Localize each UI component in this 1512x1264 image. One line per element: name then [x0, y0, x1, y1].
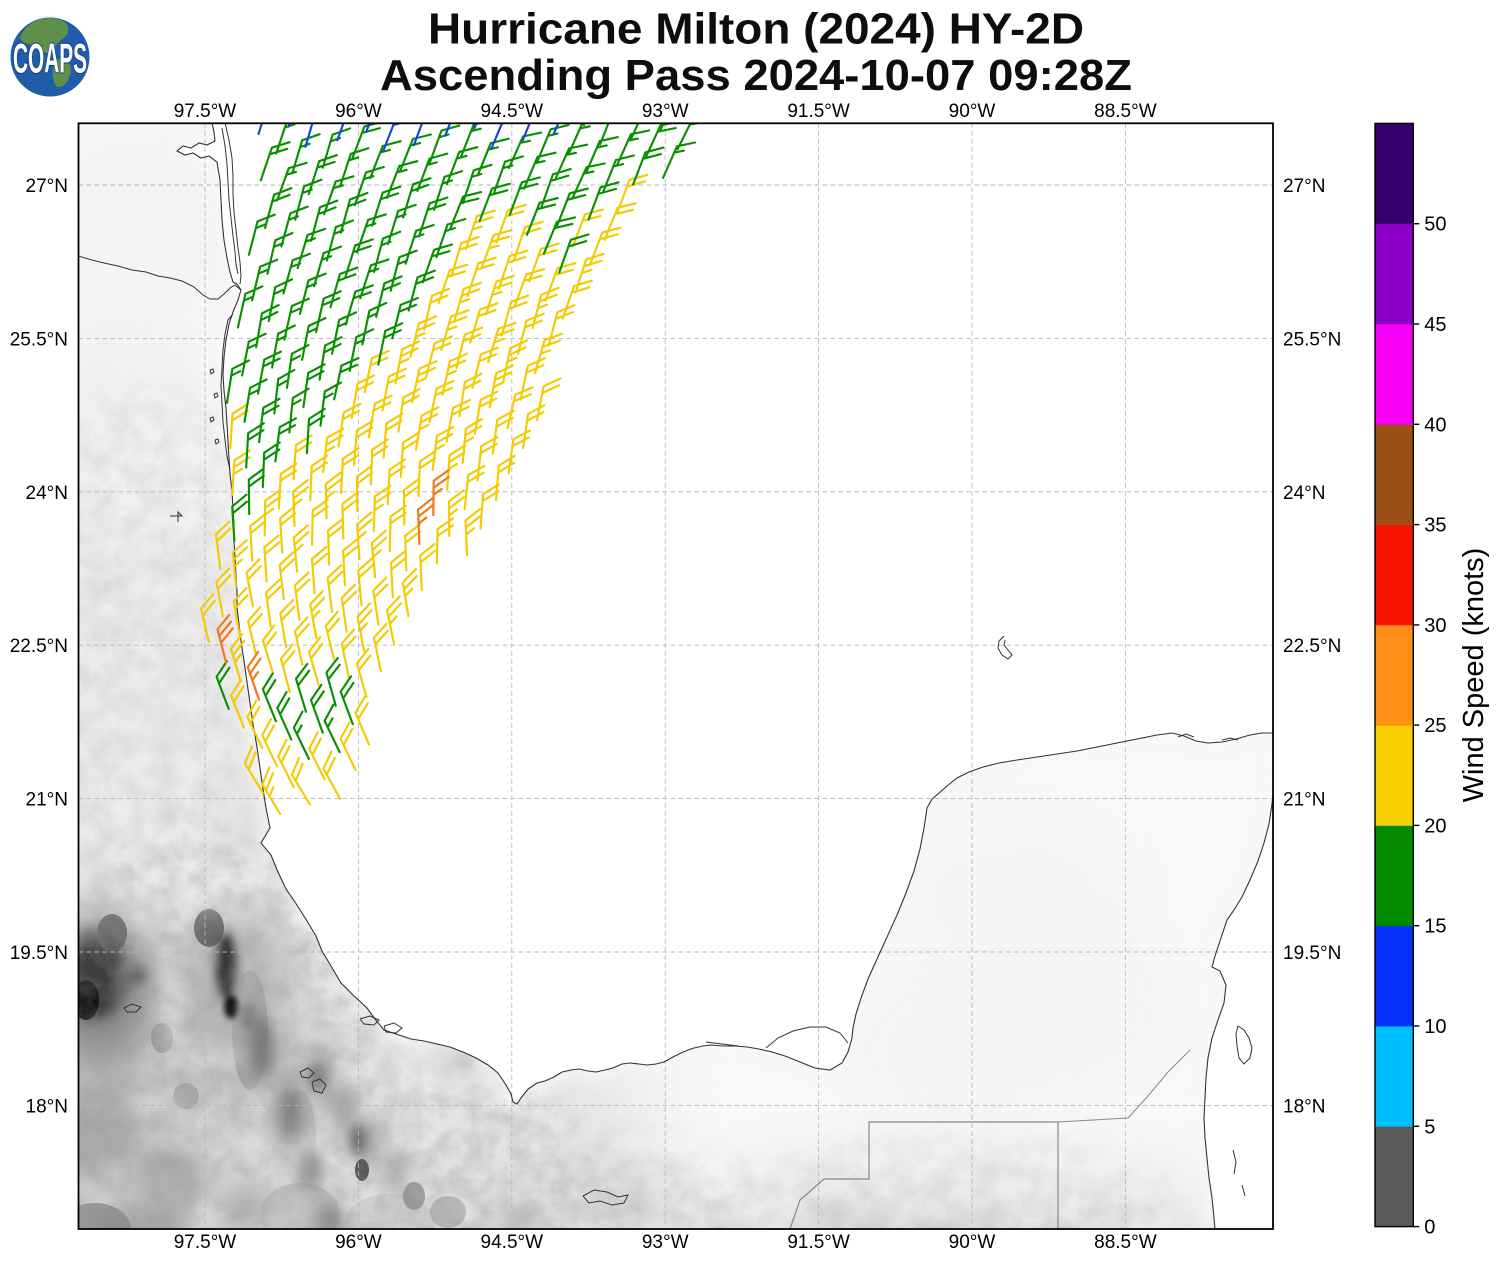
svg-text:25: 25 — [1424, 715, 1446, 737]
svg-text:Wind Speed (knots): Wind Speed (knots) — [1458, 548, 1490, 803]
svg-text:19.5°N: 19.5°N — [1283, 943, 1341, 964]
svg-text:30: 30 — [1424, 615, 1446, 637]
svg-text:50: 50 — [1424, 214, 1446, 236]
svg-text:97.5°W: 97.5°W — [174, 101, 237, 122]
svg-text:27°N: 27°N — [1283, 176, 1325, 197]
svg-text:35: 35 — [1424, 515, 1446, 537]
svg-text:27°N: 27°N — [26, 176, 68, 197]
svg-text:0: 0 — [1424, 1217, 1435, 1239]
svg-text:22.5°N: 22.5°N — [1283, 636, 1341, 657]
svg-text:25.5°N: 25.5°N — [1283, 329, 1341, 350]
svg-text:45: 45 — [1424, 314, 1446, 336]
svg-text:88.5°W: 88.5°W — [1094, 101, 1157, 122]
svg-text:40: 40 — [1424, 414, 1446, 436]
svg-text:20: 20 — [1424, 815, 1446, 837]
svg-text:93°W: 93°W — [642, 1232, 689, 1253]
svg-text:91.5°W: 91.5°W — [787, 101, 850, 122]
svg-text:24°N: 24°N — [1283, 483, 1325, 504]
svg-text:96°W: 96°W — [335, 101, 382, 122]
svg-text:10: 10 — [1424, 1016, 1446, 1038]
svg-text:Hurricane Milton (2024) HY-2D: Hurricane Milton (2024) HY-2D — [428, 5, 1084, 54]
svg-text:94.5°W: 94.5°W — [481, 1232, 544, 1253]
svg-text:24°N: 24°N — [26, 483, 68, 504]
svg-text:Ascending Pass 2024-10-07 09:2: Ascending Pass 2024-10-07 09:28Z — [380, 51, 1132, 100]
svg-text:97.5°W: 97.5°W — [174, 1232, 237, 1253]
svg-text:21°N: 21°N — [26, 790, 68, 811]
svg-text:25.5°N: 25.5°N — [10, 329, 68, 350]
svg-text:96°W: 96°W — [335, 1232, 382, 1253]
svg-text:94.5°W: 94.5°W — [481, 101, 544, 122]
svg-text:91.5°W: 91.5°W — [787, 1232, 850, 1253]
svg-text:19.5°N: 19.5°N — [10, 943, 68, 964]
svg-text:90°W: 90°W — [949, 101, 996, 122]
svg-text:93°W: 93°W — [642, 101, 689, 122]
svg-text:18°N: 18°N — [1283, 1096, 1325, 1117]
svg-text:22.5°N: 22.5°N — [10, 636, 68, 657]
svg-text:21°N: 21°N — [1283, 790, 1325, 811]
svg-text:88.5°W: 88.5°W — [1094, 1232, 1157, 1253]
svg-text:90°W: 90°W — [949, 1232, 996, 1253]
svg-text:COAPS: COAPS — [13, 35, 87, 82]
svg-text:18°N: 18°N — [26, 1096, 68, 1117]
svg-text:15: 15 — [1424, 916, 1446, 938]
svg-text:5: 5 — [1424, 1116, 1435, 1138]
